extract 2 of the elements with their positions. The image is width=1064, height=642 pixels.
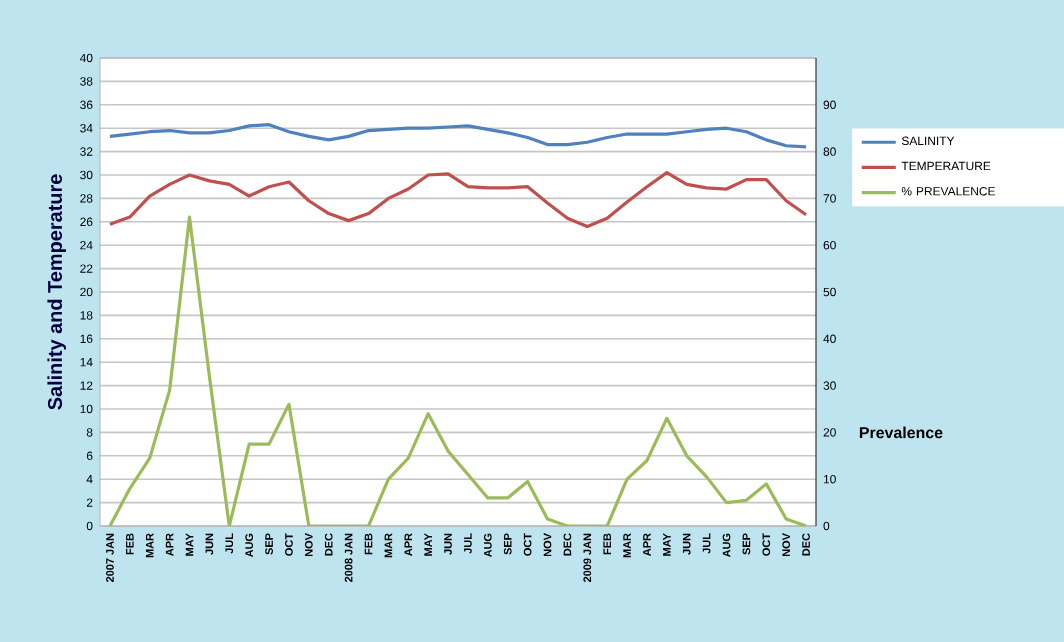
line-series bbox=[108, 171, 808, 229]
y-axis-title: Salinity and Temperature bbox=[47, 174, 66, 410]
